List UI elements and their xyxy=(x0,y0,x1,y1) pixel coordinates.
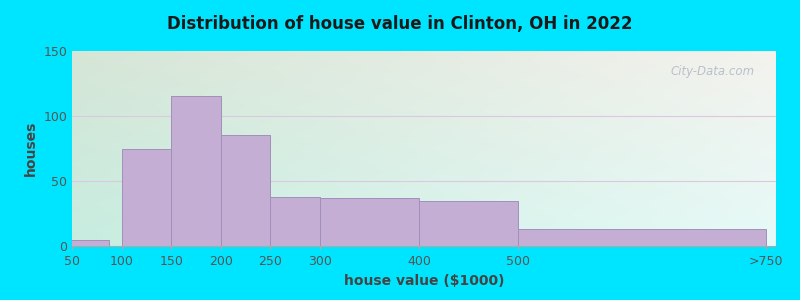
Bar xyxy=(419,200,518,246)
X-axis label: house value ($1000): house value ($1000) xyxy=(344,274,504,288)
Bar xyxy=(221,136,270,246)
Text: City-Data.com: City-Data.com xyxy=(670,64,755,78)
Bar xyxy=(270,196,320,246)
Bar xyxy=(60,239,109,246)
Text: Distribution of house value in Clinton, OH in 2022: Distribution of house value in Clinton, … xyxy=(167,15,633,33)
Y-axis label: houses: houses xyxy=(24,121,38,176)
Bar xyxy=(171,97,221,246)
Bar xyxy=(320,198,419,246)
Bar xyxy=(122,148,171,246)
Bar xyxy=(518,229,766,246)
